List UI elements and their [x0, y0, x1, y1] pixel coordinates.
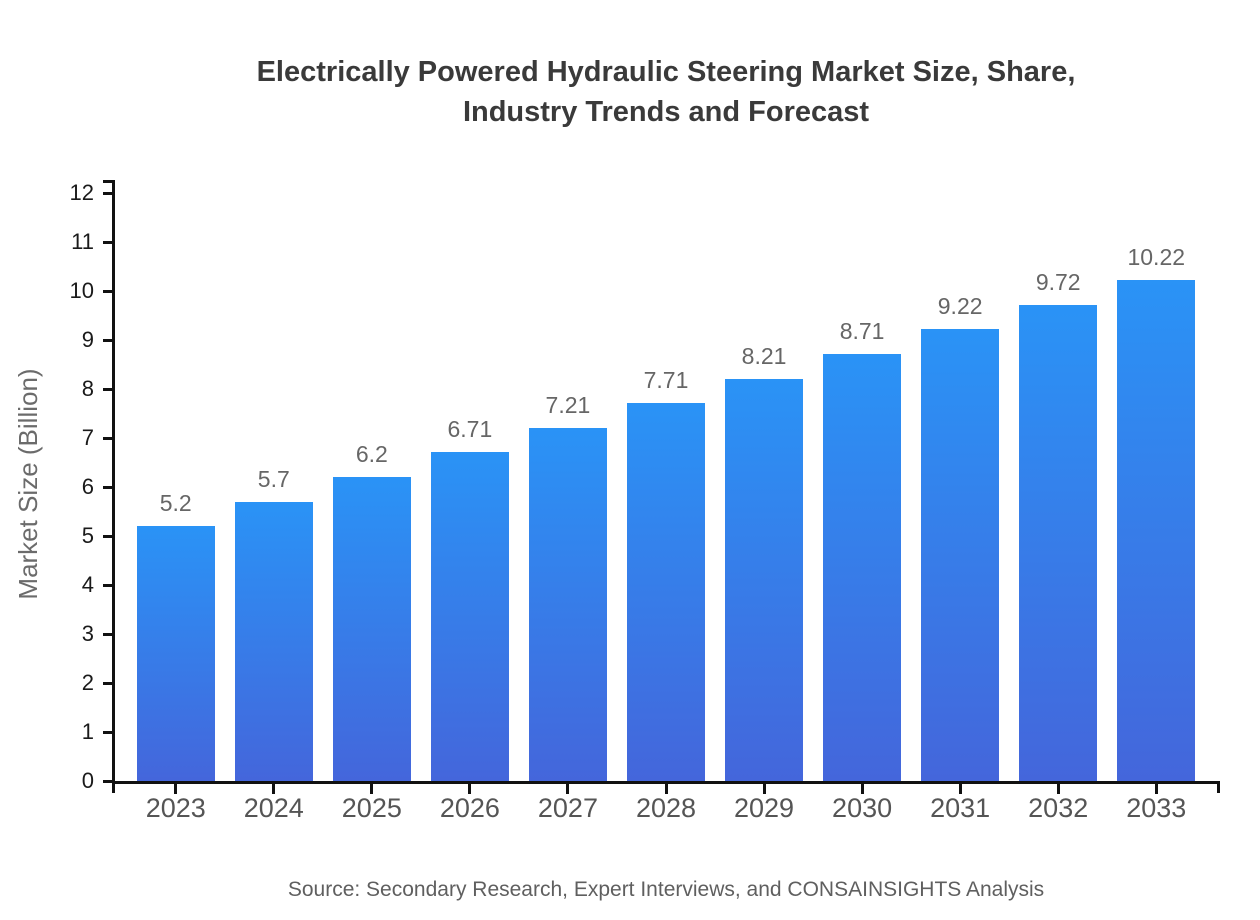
y-axis-tick	[103, 387, 112, 391]
x-axis-tick	[860, 784, 864, 794]
x-axis-left-cap	[112, 781, 115, 793]
y-axis-top-cap	[103, 180, 112, 183]
chart-title-line-1: Electrically Powered Hydraulic Steering …	[256, 56, 1076, 88]
x-axis-category-label: 2023	[145, 793, 206, 823]
y-axis-tick	[103, 240, 112, 244]
y-axis-tick-label: 4	[81, 571, 94, 597]
bar-value-label: 9.22	[937, 293, 983, 320]
bar	[626, 403, 706, 781]
y-axis-tick	[103, 632, 112, 636]
y-axis-tick	[103, 534, 112, 538]
y-axis-tick	[103, 191, 112, 195]
y-axis-tick-label: 9	[81, 326, 94, 352]
chart-title-line-2: Industry Trends and Forecast	[462, 96, 870, 128]
bar-value-label: 9.72	[1035, 268, 1081, 295]
bar-value-label: 10.22	[1127, 244, 1186, 271]
bar	[528, 427, 608, 781]
x-axis-category-label: 2026	[439, 793, 500, 823]
x-axis-tick	[762, 784, 766, 794]
y-axis-tick-label: 5	[81, 522, 94, 548]
bar-value-label: 7.21	[545, 391, 591, 418]
x-axis-tick	[1056, 784, 1060, 794]
x-axis-category-label: 2029	[734, 793, 795, 823]
source-note: Source: Secondary Research, Expert Inter…	[287, 878, 1045, 901]
x-axis-category-label: 2028	[635, 793, 697, 823]
x-axis-tick	[566, 784, 570, 794]
x-axis-category-label: 2027	[537, 793, 598, 823]
x-axis-category-label: 2025	[341, 793, 402, 823]
x-axis-tick	[468, 784, 472, 794]
x-axis-category-label: 2024	[243, 793, 304, 823]
y-axis-tick-label: 6	[81, 473, 94, 499]
bar	[430, 452, 510, 781]
y-axis-tick-label: 0	[81, 768, 94, 793]
x-axis-tick	[958, 784, 962, 794]
y-axis-tick-label: 11	[71, 228, 94, 254]
y-axis-tick	[103, 485, 112, 489]
bar-value-label: 7.71	[643, 367, 689, 394]
y-axis-tick	[103, 730, 112, 734]
bar	[920, 329, 1000, 781]
y-axis-tick-label: 3	[81, 620, 94, 646]
bar	[136, 526, 215, 781]
y-axis-tick-label: 8	[81, 375, 94, 401]
y-axis-tick-label: 1	[81, 718, 94, 744]
bar-value-label: 8.21	[741, 342, 787, 369]
x-axis-category-label: 2033	[1126, 793, 1187, 823]
y-axis-tick	[103, 436, 112, 440]
bar	[1018, 304, 1098, 781]
bar-value-label: 6.71	[447, 416, 493, 443]
y-axis-title: Market Size (Billion)	[13, 368, 43, 600]
x-axis-line	[112, 781, 1220, 784]
y-axis-tick	[103, 289, 112, 293]
plot-area: 0 1 2 3 4 5 6 7 8 9 10 11 12 5.2 2023 5.7 2024 6.2 2025 6.7…	[70, 180, 1220, 823]
bar	[1117, 280, 1196, 781]
bar	[822, 354, 902, 781]
y-axis-tick-label: 10	[69, 277, 94, 303]
y-axis-line	[112, 180, 115, 784]
bar-value-label: 6.2	[355, 441, 388, 468]
x-axis-category-label: 2030	[832, 793, 893, 823]
y-axis-tick-label: 12	[69, 179, 94, 205]
x-axis-tick	[370, 784, 374, 794]
y-axis-tick	[103, 780, 112, 783]
bar	[724, 378, 804, 781]
bar	[234, 501, 313, 781]
y-axis-tick	[103, 583, 112, 587]
chart-title: Electrically Powered Hydraulic Steering …	[112, 52, 1220, 132]
bar-value-label: 8.71	[839, 318, 885, 345]
y-axis-tick-label: 7	[81, 424, 94, 450]
x-axis-tick	[174, 784, 178, 794]
bar-value-label: 5.2	[159, 490, 192, 517]
y-axis-tick-label: 2	[81, 669, 94, 695]
x-axis-tick	[1154, 784, 1158, 794]
x-axis-category-label: 2031	[930, 793, 991, 823]
y-axis-tick	[103, 681, 112, 685]
x-axis-tick	[664, 784, 668, 794]
y-axis-tick	[103, 338, 112, 342]
bar	[332, 477, 412, 781]
x-axis-right-cap	[1217, 781, 1220, 793]
bar-value-label: 5.7	[257, 465, 290, 492]
x-axis-tick	[272, 784, 276, 794]
x-axis-category-label: 2032	[1028, 793, 1089, 823]
